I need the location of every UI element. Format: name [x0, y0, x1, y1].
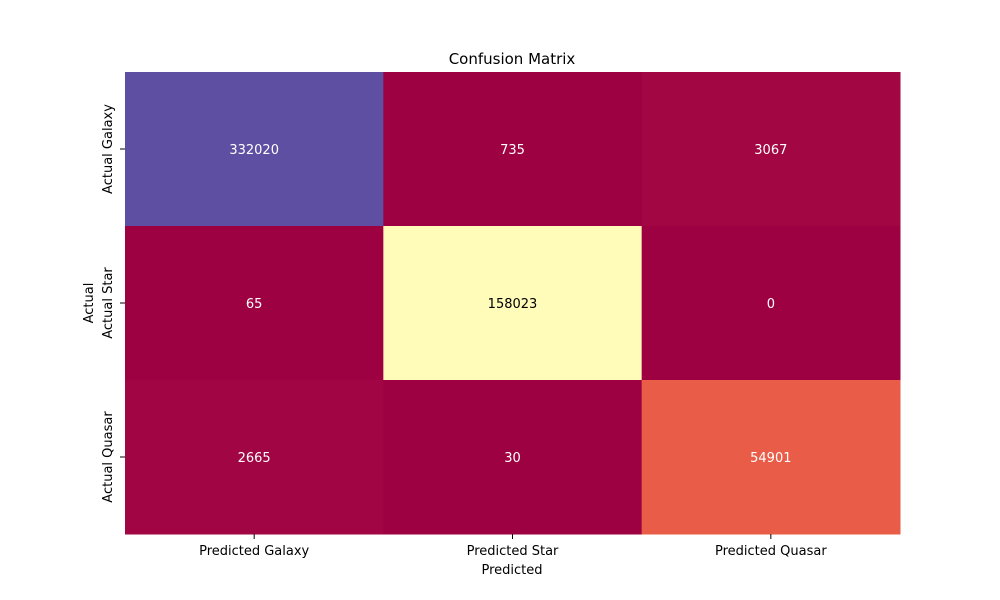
cell-value-r0-c2: 3067 [754, 143, 787, 158]
heatmap-cell-r1-c0 [125, 226, 384, 381]
heatmap-cell-r0-c0 [125, 72, 384, 227]
y-tick-label-0: Actual Galaxy [101, 104, 116, 194]
cell-value-r1-c2: 0 [767, 297, 775, 312]
x-tick-label-2: Predicted Quasar [715, 544, 827, 559]
x-tick-label-0: Predicted Galaxy [199, 544, 309, 559]
y-axis-ticks: Actual Galaxy Actual Star Actual Quasar [101, 104, 125, 503]
cell-value-r2-c0: 2665 [238, 451, 271, 466]
cell-annotations: 332020 735 3067 65 158023 0 2665 30 54901 [229, 143, 791, 466]
heatmap-cell-r0-c1 [383, 72, 643, 227]
heatmap-cell-r2-c0 [125, 380, 384, 535]
cell-value-r2-c1: 30 [504, 451, 521, 466]
cell-value-r1-c0: 65 [246, 297, 263, 312]
heatmap-cell-r1-c1 [383, 226, 643, 381]
heatmap-cell-r2-c2 [641, 380, 901, 535]
chart-title: Confusion Matrix [449, 50, 576, 68]
cell-value-r0-c1: 735 [500, 143, 525, 158]
y-tick-label-1: Actual Star [101, 267, 116, 339]
x-tick-label-1: Predicted Star [467, 544, 559, 559]
y-tick-label-2: Actual Quasar [101, 411, 116, 503]
cell-value-r0-c0: 332020 [229, 143, 279, 158]
heatmap-cell-r0-c2 [641, 72, 901, 227]
x-axis-ticks: Predicted Galaxy Predicted Star Predicted … [199, 534, 827, 559]
cell-value-r2-c2: 54901 [750, 451, 791, 466]
x-axis-label: Predicted [481, 563, 542, 578]
heatmap-cell-r2-c1 [383, 380, 643, 535]
heatmap-cell-r1-c2 [641, 226, 901, 381]
heatmap-cells [125, 72, 901, 535]
cell-value-r1-c1: 158023 [488, 297, 538, 312]
y-axis-label: Actual [82, 283, 97, 324]
